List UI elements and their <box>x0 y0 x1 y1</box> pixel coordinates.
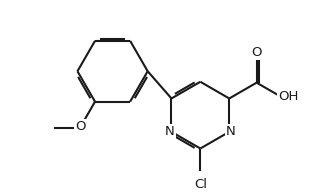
Text: O: O <box>75 120 86 133</box>
Text: O: O <box>252 46 262 59</box>
Text: Cl: Cl <box>194 178 207 191</box>
Text: OH: OH <box>279 90 299 103</box>
Text: N: N <box>226 125 236 138</box>
Text: N: N <box>165 125 175 138</box>
